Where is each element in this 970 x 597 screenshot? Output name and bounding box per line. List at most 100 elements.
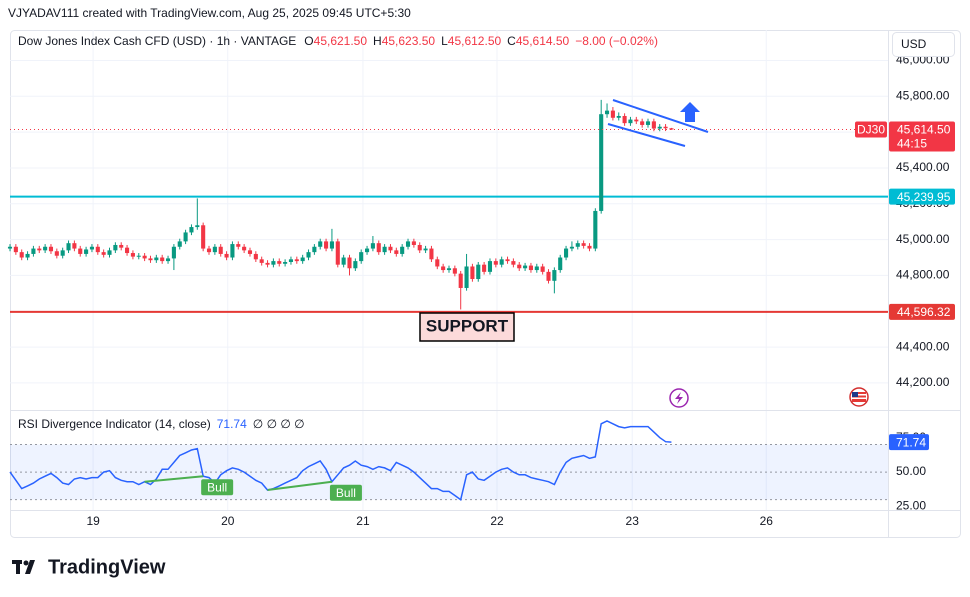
legend: Dow Jones Index Cash CFD (USD) · 1h · VA… — [18, 34, 658, 48]
candle-body — [435, 259, 440, 267]
candle-body — [218, 246, 223, 254]
divergence-label: Bull — [207, 480, 227, 494]
candle-body — [324, 241, 329, 249]
divergence-label: Bull — [336, 486, 356, 500]
candle-body — [148, 258, 153, 261]
candle-body — [534, 266, 539, 271]
rsi-legend-extra: ∅ ∅ ∅ ∅ — [253, 417, 305, 431]
candle-body — [107, 250, 112, 255]
candle-body — [540, 266, 545, 272]
y2-tick-label: 25.00 — [896, 499, 926, 513]
level-label: 44,596.32 — [897, 305, 951, 319]
flag-lower-line — [607, 123, 686, 147]
candle-body — [441, 266, 446, 271]
candle-body — [452, 268, 457, 274]
candle-body — [95, 246, 100, 253]
candle-body — [417, 244, 422, 251]
candle-body — [201, 225, 206, 249]
candle-body — [388, 246, 393, 251]
x-tick-label: 26 — [760, 514, 774, 528]
candle-body — [119, 244, 124, 248]
logo-text: TradingView — [48, 556, 166, 578]
divergence-label-box — [329, 484, 362, 501]
candle-body — [189, 227, 194, 233]
candle-body — [482, 264, 487, 272]
candle-body — [616, 115, 621, 118]
candle-body — [101, 252, 106, 255]
candle-body — [552, 270, 557, 281]
currency-button[interactable] — [892, 32, 955, 57]
candle-body — [669, 128, 674, 130]
candle-body — [54, 251, 59, 256]
candle-body — [48, 246, 54, 252]
y-tick-label: 45,400.00 — [896, 160, 950, 174]
candle-body — [312, 246, 317, 253]
candle-body — [575, 243, 580, 247]
candle-body — [569, 246, 574, 249]
candle-body — [645, 121, 651, 125]
candle-body — [60, 250, 65, 256]
rsi-last-box — [889, 434, 929, 451]
x-tick-label: 23 — [626, 514, 640, 528]
candle-body — [236, 244, 241, 247]
candle-body — [558, 257, 563, 271]
candle-body — [405, 241, 411, 247]
legend-key: L — [441, 34, 448, 48]
candle-body — [587, 245, 592, 249]
candle-body — [259, 259, 264, 263]
candle-body — [25, 253, 30, 258]
candle-body — [318, 241, 323, 247]
candle-body — [663, 126, 668, 129]
legend-key: O — [304, 34, 313, 48]
candle-body — [7, 246, 13, 249]
y-tick-label: 45,000.00 — [896, 232, 950, 246]
logo-mark — [16, 560, 20, 574]
candle-body — [528, 265, 533, 271]
candle-body — [564, 248, 569, 258]
candle-body — [306, 252, 311, 258]
candle-body — [640, 121, 645, 125]
symbol-box — [855, 121, 887, 138]
candle-body — [212, 246, 217, 253]
candle-body — [634, 119, 639, 122]
support-label: SUPPORT — [426, 316, 509, 335]
header: VJYADAV111 created with TradingView.com,… — [8, 6, 411, 20]
flag-icon-stripes — [852, 392, 866, 402]
logo-mark — [23, 560, 29, 566]
y2-tick-label: 50.00 — [896, 464, 926, 478]
candle-body — [628, 119, 633, 124]
legend-value: 45,612.50 — [448, 34, 502, 48]
candle-body — [423, 248, 428, 251]
candle-body — [604, 110, 610, 115]
candle-body — [195, 225, 200, 228]
candle-body — [593, 210, 598, 249]
candle-body — [476, 264, 481, 280]
x-tick-label: 22 — [490, 514, 504, 528]
candle-body — [622, 115, 627, 124]
candle-body — [394, 250, 399, 254]
flag-icon-stripe — [852, 394, 866, 396]
candle-body — [43, 246, 48, 251]
flag-icon-canton — [852, 392, 858, 397]
y-tick-label: 44,200.00 — [896, 375, 950, 389]
legend-key: C — [507, 34, 516, 48]
candle-body — [265, 262, 270, 265]
candle-body — [599, 114, 604, 211]
level-label-box — [889, 188, 955, 205]
candle-body — [288, 259, 294, 262]
rsi-last-label: 71.74 — [896, 435, 926, 449]
candle-body — [177, 241, 182, 247]
candle-body — [66, 243, 71, 251]
candle-body — [581, 243, 586, 246]
candle-body — [511, 261, 516, 265]
legend-title: Dow Jones Index Cash CFD (USD) · 1h · VA… — [18, 34, 296, 48]
candle-body — [31, 248, 36, 254]
candle-body — [517, 264, 522, 269]
candle-body — [487, 261, 493, 272]
legend-value: 45,614.50 — [516, 34, 570, 48]
candle-body — [160, 257, 165, 262]
candle-body — [89, 246, 94, 250]
candle-body — [113, 244, 118, 251]
x-tick-label: 19 — [86, 514, 100, 528]
